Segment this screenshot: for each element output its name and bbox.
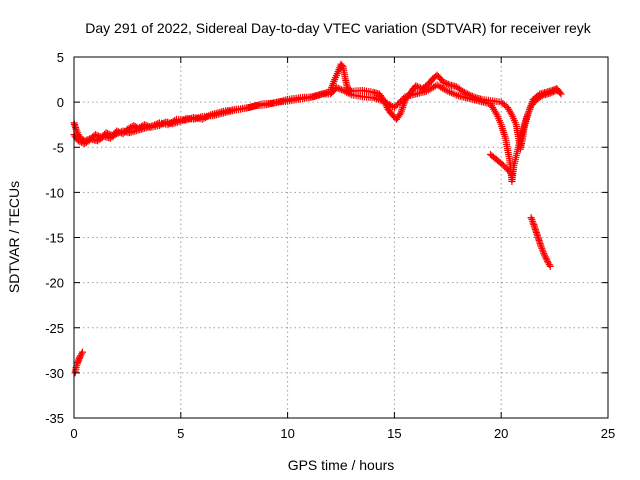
data-point <box>333 84 341 92</box>
x-tick-labels: 0 5 10 15 20 25 <box>70 426 615 441</box>
data-point <box>444 80 452 88</box>
y-tick-labels: -35 -30 -25 -20 -15 -10 -5 0 5 <box>45 50 64 426</box>
data-point <box>543 256 551 264</box>
grid-lines <box>74 57 608 418</box>
y-tick-label: -15 <box>45 231 64 246</box>
data-point <box>546 262 554 270</box>
axis-ticks <box>73 56 609 419</box>
data-point <box>91 131 99 139</box>
data-point <box>553 86 561 94</box>
data-point <box>149 122 157 130</box>
data-point <box>205 112 213 120</box>
x-axis-label: GPS time / hours <box>288 457 395 473</box>
data-point <box>548 88 556 96</box>
x-tick-label: 25 <box>601 426 615 441</box>
x-tick-label: 0 <box>70 426 77 441</box>
data-point <box>443 80 451 88</box>
y-tick-label: -5 <box>52 140 64 155</box>
chart-title: Day 291 of 2022, Sidereal Day-to-day VTE… <box>85 20 591 36</box>
data-point <box>546 89 554 97</box>
data-point <box>394 100 401 108</box>
data-point <box>412 82 420 90</box>
data-point <box>79 348 86 356</box>
data-point <box>151 121 159 129</box>
data-point <box>397 97 404 105</box>
data-point <box>557 90 565 98</box>
data-point <box>338 86 345 94</box>
data-point <box>447 89 455 97</box>
y-tick-label: -10 <box>45 185 64 200</box>
data-point <box>76 138 84 146</box>
data-point <box>392 102 400 110</box>
y-tick-label: 5 <box>57 50 64 65</box>
data-point <box>441 79 449 87</box>
data-point <box>74 137 82 145</box>
data-points <box>70 60 565 377</box>
x-tick-label: 15 <box>387 426 401 441</box>
data-point <box>395 99 403 107</box>
data-point <box>390 104 398 111</box>
data-point <box>171 116 179 124</box>
data-point <box>542 254 550 262</box>
y-tick-label: -35 <box>45 411 64 426</box>
series-track-b <box>70 81 561 185</box>
data-point <box>541 251 549 259</box>
y-tick-label: -30 <box>45 366 64 381</box>
x-tick-label: 20 <box>494 426 508 441</box>
data-point <box>346 90 354 98</box>
data-point <box>396 111 404 118</box>
series-dip-segment <box>487 151 516 178</box>
data-point <box>536 238 544 246</box>
data-point <box>551 87 559 95</box>
data-point <box>116 128 124 136</box>
y-tick-label: 0 <box>57 95 64 110</box>
data-point <box>338 62 346 70</box>
data-point <box>336 85 344 93</box>
x-tick-label: 5 <box>177 426 184 441</box>
x-tick-label: 10 <box>280 426 294 441</box>
data-point <box>541 253 549 261</box>
data-point <box>113 130 121 138</box>
data-point <box>538 92 546 100</box>
data-point <box>142 124 150 132</box>
series-late-drop <box>527 214 554 270</box>
data-point <box>540 250 548 258</box>
y-tick-label: -25 <box>45 321 64 336</box>
data-point <box>398 96 406 104</box>
data-point <box>508 170 516 178</box>
data-point <box>507 169 514 177</box>
y-axis-label: SDTVAR / TECUs <box>6 181 22 293</box>
y-tick-label: -20 <box>45 276 64 291</box>
data-point <box>531 224 539 232</box>
